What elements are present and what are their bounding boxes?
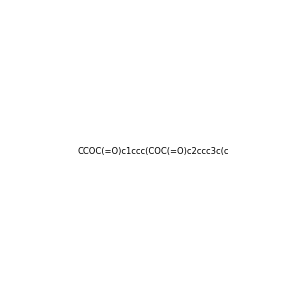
Text: CCOC(=O)c1ccc(COC(=O)c2ccc3c(c: CCOC(=O)c1ccc(COC(=O)c2ccc3c(c bbox=[78, 147, 230, 156]
